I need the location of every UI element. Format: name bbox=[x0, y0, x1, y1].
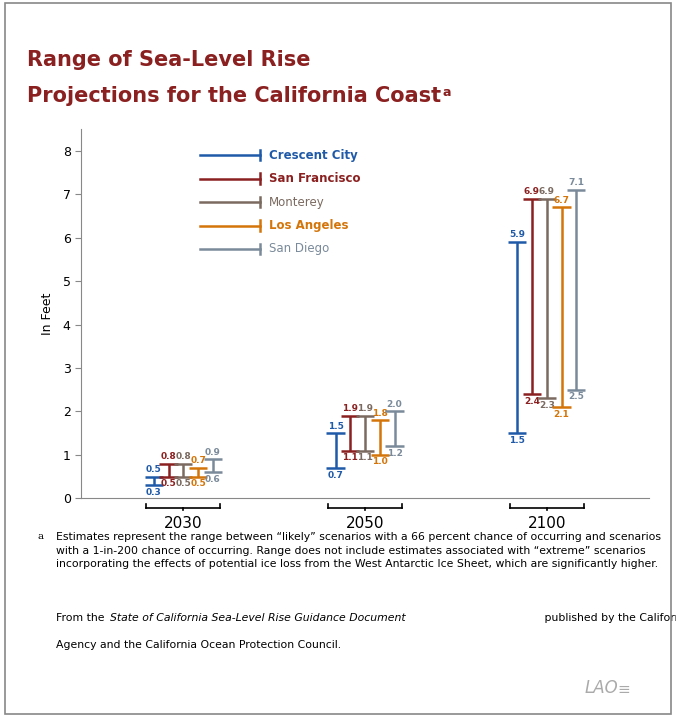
Text: 0.7: 0.7 bbox=[190, 456, 206, 465]
Text: 1.9: 1.9 bbox=[357, 404, 373, 413]
Text: Range of Sea-Level Rise: Range of Sea-Level Rise bbox=[27, 50, 310, 70]
Text: 1.9: 1.9 bbox=[342, 404, 358, 413]
Text: San Francisco: San Francisco bbox=[268, 172, 360, 185]
Text: 0.5: 0.5 bbox=[146, 465, 162, 474]
Text: 2050: 2050 bbox=[346, 516, 384, 531]
Text: Crescent City: Crescent City bbox=[268, 148, 357, 161]
Text: 2100: 2100 bbox=[527, 516, 566, 531]
Text: 6.9: 6.9 bbox=[539, 187, 555, 196]
Text: 1.0: 1.0 bbox=[372, 457, 387, 467]
Text: Los Angeles: Los Angeles bbox=[268, 219, 348, 232]
Text: 2030: 2030 bbox=[164, 516, 203, 531]
Text: a: a bbox=[37, 532, 43, 541]
Text: 1.5: 1.5 bbox=[328, 422, 343, 430]
Text: ≡: ≡ bbox=[617, 682, 630, 697]
Text: 0.9: 0.9 bbox=[205, 447, 221, 457]
Text: 5.9: 5.9 bbox=[509, 230, 525, 239]
Text: LAO: LAO bbox=[585, 679, 619, 697]
Text: Agency and the California Ocean Protection Council.: Agency and the California Ocean Protecti… bbox=[56, 640, 341, 650]
Text: 6.7: 6.7 bbox=[554, 196, 569, 204]
Text: 2.0: 2.0 bbox=[387, 400, 402, 409]
Text: 0.7: 0.7 bbox=[328, 470, 343, 480]
Text: 0.5: 0.5 bbox=[190, 479, 206, 488]
Text: 2.3: 2.3 bbox=[539, 401, 555, 410]
Text: 1.8: 1.8 bbox=[372, 409, 388, 417]
Text: 0.8: 0.8 bbox=[176, 452, 191, 461]
Text: 0.3: 0.3 bbox=[146, 488, 162, 497]
Text: 6.9: 6.9 bbox=[524, 187, 540, 196]
Text: 0.5: 0.5 bbox=[176, 479, 191, 488]
Text: Projections for the California Coast: Projections for the California Coast bbox=[27, 85, 441, 105]
Text: 2.4: 2.4 bbox=[524, 397, 540, 406]
Text: a: a bbox=[443, 85, 451, 98]
Text: published by the California Natural Resources: published by the California Natural Reso… bbox=[541, 613, 676, 623]
Text: State of California Sea-Level Rise Guidance Document: State of California Sea-Level Rise Guida… bbox=[110, 613, 405, 623]
Text: Estimates represent the range between “likely” scenarios with a 66 percent chanc: Estimates represent the range between “l… bbox=[56, 532, 661, 569]
Text: Figure 1: Figure 1 bbox=[19, 24, 87, 39]
Text: 2.5: 2.5 bbox=[569, 392, 584, 402]
Text: 1.1: 1.1 bbox=[357, 453, 373, 462]
Text: 1.5: 1.5 bbox=[509, 436, 525, 445]
Text: 0.6: 0.6 bbox=[205, 475, 221, 484]
Text: 1.1: 1.1 bbox=[342, 453, 358, 462]
Text: 7.1: 7.1 bbox=[569, 179, 584, 187]
Text: 2.1: 2.1 bbox=[554, 409, 569, 419]
Text: 1.2: 1.2 bbox=[387, 449, 402, 457]
Text: 0.5: 0.5 bbox=[161, 479, 176, 488]
Text: From the: From the bbox=[56, 613, 108, 623]
Text: San Diego: San Diego bbox=[268, 242, 329, 255]
Text: Monterey: Monterey bbox=[268, 196, 324, 209]
Y-axis label: In Feet: In Feet bbox=[41, 293, 54, 335]
Text: 0.8: 0.8 bbox=[161, 452, 176, 461]
